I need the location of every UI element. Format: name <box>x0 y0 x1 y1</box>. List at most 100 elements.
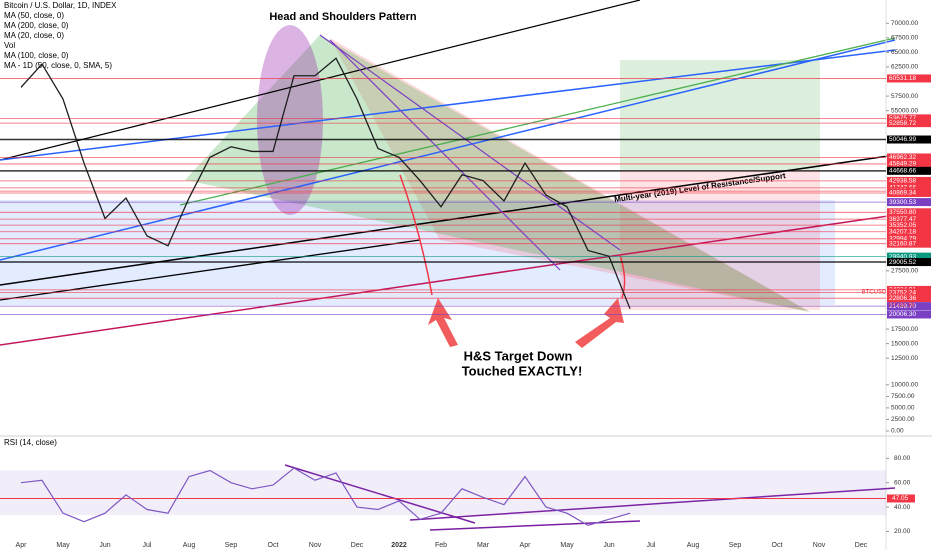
level-label: 29005.52 <box>889 259 916 266</box>
rsi-trend <box>284 464 476 524</box>
level-tag <box>887 239 931 248</box>
level-label: 23752.24 <box>889 289 916 296</box>
level-label: 34207.18 <box>889 228 916 235</box>
x-tick-label: Jun <box>603 542 614 549</box>
y-tick-label: 62500.00 <box>891 64 918 71</box>
trend-line <box>0 39 896 261</box>
y-tick-label: 67500.00 <box>891 35 918 42</box>
indicator: MA (20, close, 0) <box>4 31 64 40</box>
x-tick-label: Apr <box>16 542 28 549</box>
rsi-trend <box>409 487 896 521</box>
price-line <box>20 57 631 309</box>
path-line <box>399 174 433 296</box>
level-label: 52858.72 <box>889 120 916 127</box>
x-tick-label: 2022 <box>391 542 407 549</box>
x-tick-label: Dec <box>855 542 868 549</box>
level-label: 45849.29 <box>889 161 916 168</box>
level-label: 40869.34 <box>889 190 916 197</box>
y-tick-label: 12500.00 <box>891 355 918 362</box>
level-tag <box>887 227 931 236</box>
annotation: H&S Target Down <box>464 348 573 363</box>
y-tick-label: 70000.00 <box>891 20 918 27</box>
trend-line <box>179 37 896 206</box>
level-label: 37550.80 <box>889 209 916 216</box>
level-label: 60531.18 <box>889 75 916 82</box>
level-label: 46962.32 <box>889 154 916 161</box>
level-label: 35352.05 <box>889 222 916 229</box>
volume-tick-label: 10000.00 <box>891 382 918 389</box>
indicator: MA (100, close, 0) <box>4 51 69 60</box>
level-tag <box>887 114 931 123</box>
x-tick-label: Nov <box>309 542 322 549</box>
level-tag <box>887 252 931 261</box>
rsi-tick-label: 60.00 <box>894 479 911 486</box>
x-tick-label: Aug <box>183 542 196 549</box>
indicator: MA (200, close, 0) <box>4 21 69 30</box>
rsi-tick-label: 80.00 <box>894 455 911 462</box>
x-tick-label: Jul <box>647 542 656 549</box>
level-label: 29940.93 <box>889 253 916 260</box>
trend-line <box>0 214 896 346</box>
path-line <box>619 254 626 299</box>
arrow <box>575 298 624 348</box>
volume-tick-label: 7500.00 <box>891 393 915 400</box>
x-tick-label: Dec <box>351 542 364 549</box>
rsi-title: RSI (14, close) <box>4 438 57 447</box>
level-label: 39300.53 <box>889 199 916 206</box>
level-label: 36377.47 <box>889 216 916 223</box>
level-tag <box>887 294 931 303</box>
x-tick-label: Nov <box>813 542 826 549</box>
arrow <box>428 298 458 347</box>
level-tag <box>887 135 931 144</box>
level-tag <box>887 258 931 267</box>
level-label: 20006.30 <box>889 311 916 318</box>
level-tag <box>887 188 931 197</box>
level-tag <box>887 302 931 311</box>
x-tick-label: May <box>56 542 70 549</box>
head-ellipse <box>257 25 323 215</box>
level-tag <box>887 176 931 185</box>
level-tag <box>887 74 931 83</box>
level-tag <box>887 153 931 162</box>
x-tick-label: Sep <box>225 542 238 549</box>
level-label: 22806.36 <box>889 295 916 302</box>
annotation: Touched EXACTLY! <box>462 363 583 378</box>
volume-tick-label: 2500.00 <box>891 416 915 423</box>
rsi-line <box>20 467 631 527</box>
x-tick-label: Feb <box>435 542 447 549</box>
rsi-tick-label: 40.00 <box>894 504 911 511</box>
level-tag <box>887 221 931 230</box>
rsi-current: 47.05 <box>892 495 909 502</box>
rsi-tick-label: 20.00 <box>894 528 911 535</box>
level-tag <box>887 198 931 207</box>
y-tick-label: 15000.00 <box>891 340 918 347</box>
indicator: MA - 1D (50, close, 0, SMA, 5) <box>4 61 112 70</box>
x-tick-label: Apr <box>520 542 532 549</box>
rsi-tag <box>887 494 915 503</box>
annotation: Head and Shoulders Pattern <box>269 11 417 23</box>
volume-tick-label: 0.00 <box>891 428 904 435</box>
indicator: MA (50, close, 0) <box>4 11 64 20</box>
level-tag <box>887 166 931 175</box>
x-tick-label: Jun <box>99 542 110 549</box>
green-triangle <box>185 35 810 312</box>
y-tick-label: 57500.00 <box>891 93 918 100</box>
level-label: 53675.77 <box>889 115 916 122</box>
x-tick-label: Mar <box>477 542 490 549</box>
level-tag <box>887 310 931 319</box>
indicator: Vol <box>4 41 15 50</box>
y-tick-label: 55000.00 <box>891 107 918 114</box>
long-box <box>620 60 820 170</box>
level-tag <box>887 288 931 297</box>
x-tick-label: May <box>560 542 574 549</box>
y-tick-label: 17500.00 <box>891 326 918 333</box>
x-tick-label: Oct <box>268 542 279 549</box>
range-box <box>0 200 835 305</box>
x-tick-label: Oct <box>772 542 783 549</box>
level-label: 21439.70 <box>889 303 916 310</box>
level-tag <box>887 234 931 243</box>
level-tag <box>887 159 931 168</box>
level-label: 50046.99 <box>889 136 916 143</box>
